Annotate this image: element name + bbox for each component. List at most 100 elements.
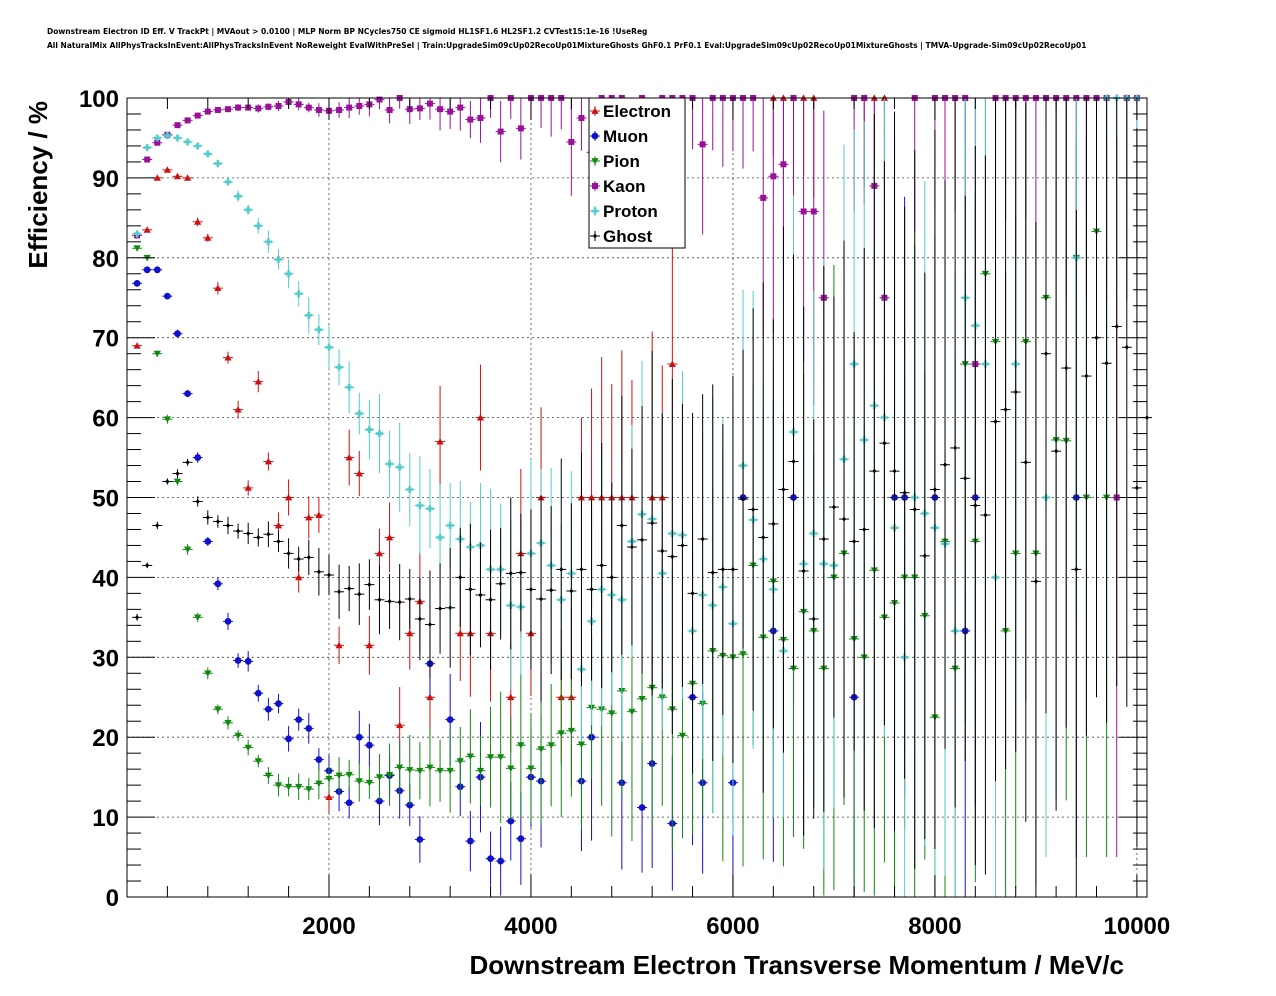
data-point: [456, 629, 464, 637]
data-point: [184, 117, 191, 124]
legend-entry-muon: Muon: [590, 127, 648, 146]
data-point: [274, 521, 283, 529]
data-point: [1114, 323, 1119, 330]
data-point: [315, 511, 323, 518]
data-point: [699, 141, 706, 148]
data-point: [345, 799, 353, 807]
data-point: [194, 454, 202, 461]
data-point: [426, 693, 434, 701]
data-point: [537, 746, 545, 753]
data-point: [305, 513, 313, 521]
legend-entry-proton: Proton: [590, 202, 658, 221]
data-point: [195, 498, 200, 505]
data-point: [892, 468, 897, 474]
data-point: [365, 779, 373, 787]
data-point: [346, 104, 353, 111]
data-point: [315, 756, 323, 763]
data-point: [1003, 407, 1008, 413]
data-point: [365, 741, 373, 749]
data-point: [638, 804, 646, 811]
data-point: [973, 502, 978, 509]
data-point: [1104, 360, 1109, 366]
data-point: [497, 857, 505, 865]
data-point: [427, 621, 432, 628]
data-point: [507, 817, 515, 825]
data-point: [224, 106, 231, 113]
data-point: [1013, 389, 1018, 395]
data-point: [591, 158, 599, 165]
data-point: [800, 208, 807, 215]
data-point: [842, 516, 847, 522]
data-point: [609, 574, 614, 580]
data-point: [194, 142, 202, 150]
data-point: [183, 174, 192, 181]
data-point: [335, 641, 343, 649]
data-point: [547, 742, 555, 749]
data-point: [498, 581, 503, 587]
data-point: [296, 556, 301, 562]
data-point: [932, 486, 937, 493]
data-point: [406, 106, 413, 113]
data-point: [417, 616, 422, 622]
data-point: [244, 657, 252, 665]
data-point: [316, 569, 321, 575]
data-point: [456, 758, 464, 765]
data-point: [488, 597, 493, 603]
data-point: [466, 753, 474, 760]
data-point: [593, 233, 597, 239]
data-point: [215, 518, 220, 525]
data-point: [367, 581, 372, 588]
data-point: [943, 462, 948, 468]
data-point: [145, 562, 150, 569]
data-point: [204, 670, 212, 677]
legend-label: Ghost: [603, 227, 652, 246]
y-tick-label: 50: [92, 486, 119, 513]
data-point: [325, 793, 333, 801]
y-tick-label: 100: [79, 86, 119, 113]
data-point: [135, 614, 140, 620]
data-point: [315, 780, 323, 788]
data-point: [225, 522, 230, 529]
data-point: [194, 218, 202, 225]
data-point: [668, 360, 676, 367]
data-point: [234, 732, 242, 740]
data-point: [446, 716, 454, 724]
data-point: [235, 104, 242, 111]
data-point: [1023, 459, 1028, 465]
data-point: [568, 138, 575, 145]
data-point: [549, 587, 554, 593]
data-point: [376, 797, 383, 805]
data-point: [375, 430, 383, 438]
data-point: [376, 96, 383, 103]
data-point: [486, 754, 495, 761]
data-point: [143, 226, 151, 233]
data-point: [761, 534, 766, 541]
y-tick-label: 70: [92, 326, 119, 353]
data-point: [436, 533, 444, 541]
data-point: [872, 468, 877, 474]
data-point: [487, 855, 494, 863]
legend-entry-electron: Electron: [590, 102, 671, 121]
data-point: [407, 596, 412, 602]
data-point: [175, 470, 180, 477]
series-electron: [132, 94, 890, 814]
data-point: [467, 116, 474, 123]
data-point: [133, 279, 141, 287]
data-point: [337, 589, 342, 595]
data-point: [184, 138, 192, 146]
data-point: [426, 100, 433, 107]
y-tick-label: 90: [92, 166, 119, 193]
data-point: [236, 528, 241, 534]
x-tick-label: 4000: [504, 913, 557, 940]
data-point: [163, 166, 171, 173]
data-point: [497, 128, 504, 135]
data-point: [153, 174, 161, 181]
legend-label: Electron: [603, 102, 671, 121]
data-point: [254, 378, 262, 385]
data-point: [173, 478, 182, 486]
data-point: [295, 573, 303, 581]
data-point: [315, 106, 322, 113]
data-point: [416, 105, 423, 112]
data-point: [266, 531, 271, 537]
data-point: [356, 102, 363, 109]
